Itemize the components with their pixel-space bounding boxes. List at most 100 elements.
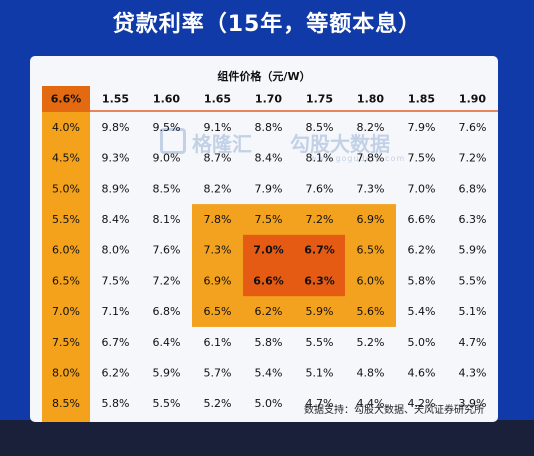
footer-band [0, 420, 534, 456]
row-header: 8.5% [52, 397, 80, 410]
table-cell: 7.5% [255, 213, 283, 226]
column-header: 1.90 [459, 93, 486, 106]
column-header: 1.85 [408, 93, 435, 106]
table-cell: 8.5% [153, 182, 181, 195]
table-cell: 3.9% [459, 397, 487, 410]
table-cell: 8.4% [255, 152, 283, 165]
row-header: 8.0% [52, 366, 80, 379]
table-cell: 8.4% [102, 213, 130, 226]
table-cell: 7.8% [204, 213, 232, 226]
table-cell: 4.7% [459, 336, 487, 349]
table-cell: 5.6% [357, 305, 385, 318]
table-cell: 7.9% [408, 121, 436, 134]
table-cell: 7.6% [306, 182, 334, 195]
table-cell: 5.9% [153, 366, 181, 379]
table-cell: 8.7% [204, 152, 232, 165]
table-cell: 5.5% [306, 336, 334, 349]
table-cell: 6.6% [253, 274, 284, 287]
row-header: 4.0% [52, 121, 80, 134]
corner-label: 6.6% [51, 93, 82, 106]
table-cell: 6.2% [255, 305, 283, 318]
table-cell: 7.6% [459, 121, 487, 134]
table-cell: 6.5% [357, 244, 385, 257]
table-cell: 8.0% [102, 244, 130, 257]
row-header: 5.5% [52, 213, 80, 226]
table-cell: 5.5% [153, 397, 181, 410]
table-cell: 9.1% [204, 121, 232, 134]
column-header: 1.55 [102, 93, 129, 106]
table-cell: 7.1% [102, 305, 130, 318]
table-cell: 5.9% [306, 305, 334, 318]
column-header: 1.75 [306, 93, 333, 106]
table-cell: 6.8% [153, 305, 181, 318]
table-cell: 6.3% [304, 274, 335, 287]
table-cell: 5.4% [255, 366, 283, 379]
table-cell: 7.2% [459, 152, 487, 165]
table-cell: 6.8% [459, 182, 487, 195]
table-cell: 7.3% [357, 182, 385, 195]
table-cell: 4.8% [357, 366, 385, 379]
row-header: 5.0% [52, 182, 80, 195]
table-cell: 6.4% [153, 336, 181, 349]
table-cell: 5.4% [408, 305, 436, 318]
table-cell: 6.2% [408, 244, 436, 257]
table-cell: 6.9% [204, 274, 232, 287]
row-header: 7.0% [52, 305, 80, 318]
table-cell: 5.0% [408, 336, 436, 349]
table-cell: 7.6% [153, 244, 181, 257]
table-cell: 5.0% [255, 397, 283, 410]
table-cell: 4.7% [306, 397, 334, 410]
table-cell: 6.7% [304, 244, 335, 257]
table-cell: 6.2% [102, 366, 130, 379]
table-cell: 6.1% [204, 336, 232, 349]
table-cell: 7.2% [153, 274, 181, 287]
page-title: 贷款利率（15年，等额本息） [112, 12, 422, 37]
column-header: 1.65 [204, 93, 231, 106]
table-cell: 9.8% [102, 121, 130, 134]
source-note: 数据支持：勾股大数据、天风证券研究所 [304, 405, 484, 416]
table-cell: 7.5% [102, 274, 130, 287]
table-cell: 8.9% [102, 182, 130, 195]
table-cell: 6.9% [357, 213, 385, 226]
table-cell: 7.3% [204, 244, 232, 257]
table-cell: 7.9% [255, 182, 283, 195]
table-cell: 5.8% [255, 336, 283, 349]
table-cell: 8.1% [306, 152, 334, 165]
table-cell: 4.3% [459, 366, 487, 379]
dark-region [243, 234, 345, 297]
table-cell: 5.1% [459, 305, 487, 318]
table-cell: 5.2% [357, 336, 385, 349]
row-header: 4.5% [52, 152, 80, 165]
table-cell: 5.8% [102, 397, 130, 410]
table-cell: 7.5% [408, 152, 436, 165]
table-card: 组件价格（元/W） 格隆汇 勾股大数据 www.gogudata.com 6.6… [30, 56, 498, 422]
table-cell: 8.5% [306, 121, 334, 134]
row-header: 7.5% [52, 336, 80, 349]
table-cell: 6.5% [204, 305, 232, 318]
table-cell: 5.1% [306, 366, 334, 379]
table-cell: 4.6% [408, 366, 436, 379]
table-cell: 9.0% [153, 152, 181, 165]
column-header: 1.70 [255, 93, 282, 106]
table-cell: 8.1% [153, 213, 181, 226]
table-cell: 7.0% [253, 244, 284, 257]
rate-table: 6.6% 1.55 1.60 1.65 1.70 1.75 1.80 1.85 1.90 4.0%… [42, 86, 498, 422]
table-cell: 8.2% [204, 182, 232, 195]
table-cell: 7.2% [306, 213, 334, 226]
table-cell: 6.6% [408, 213, 436, 226]
table-cell: 5.7% [204, 366, 232, 379]
table-cell: 4.4% [357, 397, 385, 410]
table-cell: 9.3% [102, 152, 130, 165]
row-header: 6.5% [52, 274, 80, 287]
table-cell: 6.3% [459, 213, 487, 226]
table-cell: 6.7% [102, 336, 130, 349]
table-cell: 7.0% [408, 182, 436, 195]
table-cell: 6.0% [357, 274, 385, 287]
table-cell: 8.2% [357, 121, 385, 134]
table-cell: 5.9% [459, 244, 487, 257]
table-cell: 7.8% [357, 152, 385, 165]
table-cell: 9.5% [153, 121, 181, 134]
corner-cell [42, 86, 90, 112]
table-cell: 5.2% [204, 397, 232, 410]
column-header: 1.80 [357, 93, 384, 106]
